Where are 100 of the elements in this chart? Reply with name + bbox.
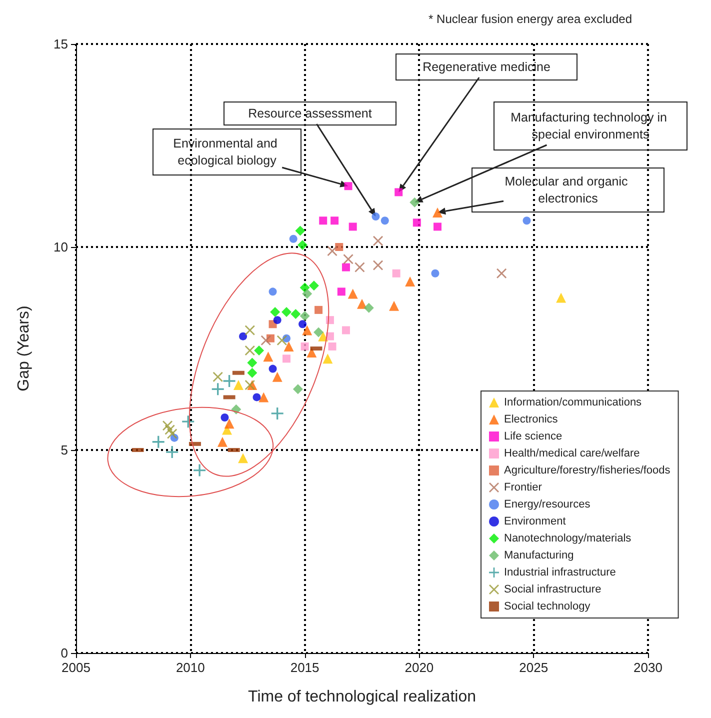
point [431,269,440,278]
point [348,288,358,299]
point [247,358,258,368]
point [276,335,287,346]
point [373,236,384,246]
point [254,346,264,356]
point [300,282,310,293]
point [260,335,271,346]
point [342,263,350,272]
point [357,298,367,309]
point [314,327,324,338]
point [335,243,344,251]
point [302,325,312,336]
point [348,222,357,231]
point [318,331,328,342]
point [330,216,339,225]
point [244,325,255,336]
legend-label: Industrial infrastructure [504,566,616,578]
point [337,288,346,296]
point [300,311,310,322]
point [319,216,328,225]
point [270,306,280,317]
x-tick-label: 2030 [634,660,662,675]
point [238,453,248,464]
point [281,306,292,317]
point [167,428,178,439]
point [342,326,350,334]
point [373,260,384,270]
point [258,392,269,402]
point [223,374,236,387]
point [268,288,277,296]
legend-label: Social infrastructure [504,584,602,596]
point [212,383,224,396]
y-tick-label: 15 [54,36,68,52]
legend-label: Life science [504,430,562,442]
point [252,393,261,402]
point [284,341,294,352]
point [290,308,301,319]
point [268,364,277,373]
point [328,342,336,350]
point [298,240,308,250]
x-tick-label: 2015 [290,660,320,675]
point [239,332,248,340]
point [308,280,319,291]
point [412,218,421,227]
point [166,446,178,458]
legend-label: Agriculture/forestry/fisheries/foods [504,464,671,476]
point [322,354,333,364]
point [289,234,298,243]
point [244,380,255,390]
x-axis-title: Time of technological realization [248,688,476,706]
point [556,292,566,303]
legend-label: Environment [504,516,566,528]
point [292,384,303,394]
point [300,342,309,350]
legend-label: Information/communications [504,396,642,408]
point [394,188,403,196]
point [380,216,389,225]
point [233,380,244,390]
legend-label: Social technology [504,600,591,612]
point [314,306,323,314]
point [389,300,400,311]
point [392,269,400,278]
point [410,197,420,208]
point [244,346,255,356]
point [247,368,258,378]
point [152,436,164,448]
point [271,407,284,420]
point [263,352,274,362]
annotation: Regenerative medicine [422,60,550,74]
point [273,316,282,324]
x-tick-label: 2005 [62,660,90,675]
point [522,216,531,225]
legend-label: Energy/resources [504,498,591,510]
point [327,246,338,256]
annotation: Resource assessment [248,106,372,120]
point [405,276,416,287]
y-tick-label: 10 [54,240,68,254]
annotation: Molecular and organic electronics [504,174,632,206]
point [364,302,374,313]
legend-label: Frontier [504,482,542,494]
point [372,212,380,221]
point [302,288,312,299]
point [220,414,229,422]
y-tick-label: 5 [60,442,68,458]
x-tick-label: 2020 [404,660,434,675]
point [434,222,442,231]
annotation: Manufacturing technology in special environments [510,110,670,142]
point [295,226,306,236]
point [344,182,352,190]
point [217,436,228,447]
legend-label: Nanotechnology/materials [504,532,632,544]
legend-label: Manufacturing [504,550,574,562]
point [343,254,354,264]
y-tick-label: 0 [60,646,68,660]
point [272,372,282,382]
point [354,262,365,272]
y-axis-title: Gap (Years) [16,306,32,392]
point [194,464,206,476]
point [496,268,507,278]
